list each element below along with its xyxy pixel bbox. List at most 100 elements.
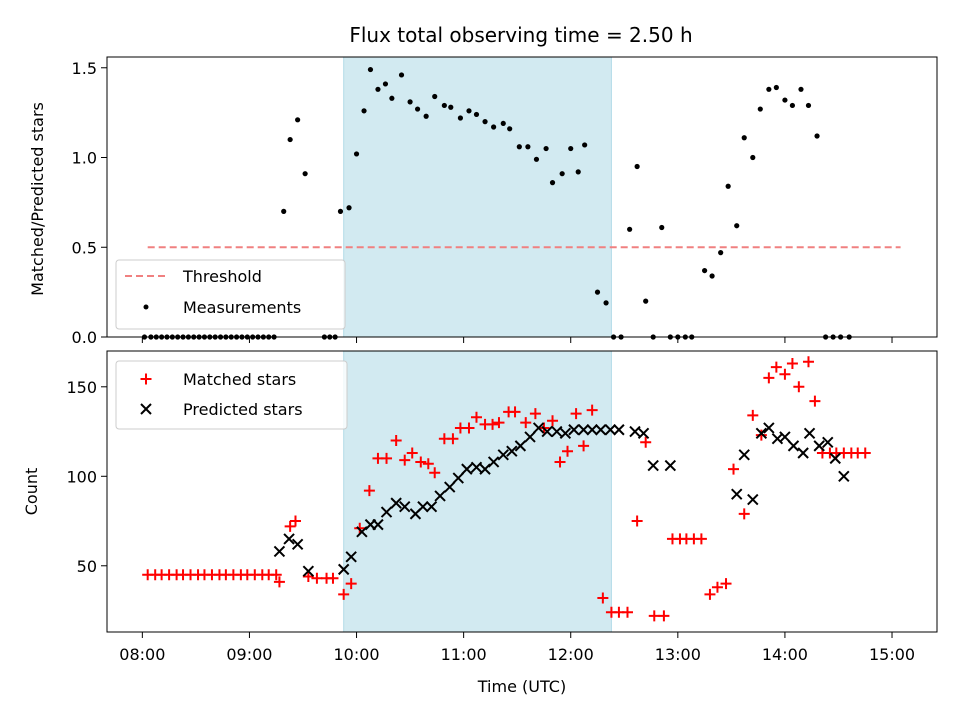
matched-star-marker <box>273 576 285 588</box>
measurement-point <box>643 298 649 304</box>
measurement-point <box>659 224 665 231</box>
predicted-star-marker <box>291 538 304 551</box>
predicted-star-marker <box>390 497 402 509</box>
matched-star-marker <box>747 409 759 421</box>
matched-star-marker <box>302 571 314 583</box>
measurement-point <box>709 273 715 279</box>
predicted-star-marker <box>731 488 743 500</box>
matched-star-marker <box>354 522 366 534</box>
measurement-point <box>568 145 574 152</box>
measurement-point <box>773 84 779 91</box>
measurement-point <box>734 223 740 229</box>
matched-star-marker <box>711 581 723 593</box>
predicted-star-marker <box>797 447 809 459</box>
matched-star-marker <box>755 429 767 441</box>
x-tick-label: 08:00 <box>119 645 165 664</box>
top-y-axis-label: Matched/Predicted stars <box>28 102 47 296</box>
top-axes-frame <box>106 56 938 338</box>
measurement-point <box>407 99 413 105</box>
measurement-point <box>634 163 640 170</box>
predicted-star-marker <box>497 449 509 461</box>
y-tick-label: 1.5 <box>72 59 97 78</box>
predicted-star-marker <box>372 518 384 531</box>
measurement-point <box>398 72 405 78</box>
measurement-point <box>594 289 601 295</box>
predicted-star-marker <box>380 506 393 518</box>
measurement-point <box>559 171 565 177</box>
matched-star-marker <box>415 456 427 468</box>
predicted-star-marker <box>595 424 607 436</box>
predicted-star-marker <box>425 501 438 513</box>
x-tick-label: 12:00 <box>548 645 594 664</box>
bottom-x-ticks: 08:00 09:00 10:00 11:00 12:00 13:00 14:00 15:00 <box>119 632 915 664</box>
matched-star-marker <box>728 463 740 475</box>
predicted-star-marker <box>444 481 456 493</box>
predicted-star-marker <box>637 427 650 440</box>
measurement-point <box>741 135 747 141</box>
measurement-point <box>295 117 301 123</box>
predicted-star-marker <box>302 565 315 577</box>
matched-star-marker <box>284 520 296 532</box>
matched-star-marker <box>631 515 643 527</box>
matched-star-marker <box>399 454 411 466</box>
predicted-star-marker <box>829 452 841 465</box>
measurement-point <box>382 81 389 87</box>
measurement-point <box>533 156 540 162</box>
measurements-legend-label: Measurements <box>183 298 301 317</box>
measurement-point <box>367 66 374 73</box>
predicted-star-marker <box>399 501 411 513</box>
measurement-point <box>805 102 812 109</box>
matched-star-marker <box>802 356 814 368</box>
y-tick-label: 150 <box>66 378 97 397</box>
measurement-points <box>141 66 852 340</box>
matched-star-marker <box>738 508 750 520</box>
measurement-point <box>457 115 464 121</box>
matched-star-marker <box>597 592 609 604</box>
bottom-legend: Matched stars Predicted stars <box>115 360 348 430</box>
predicted-star-marker <box>283 533 295 545</box>
matched-star-marker <box>509 406 521 418</box>
measurement-point <box>757 106 763 112</box>
measurement-point <box>516 144 522 150</box>
measurement-point <box>441 102 447 109</box>
measurement-point <box>782 97 788 103</box>
matched-star-marker <box>763 372 775 384</box>
predicted-star-marker <box>514 440 527 452</box>
matched-star-marker <box>621 606 633 618</box>
predicted-star-marker <box>487 456 500 468</box>
matched-star-marker <box>289 515 301 527</box>
predicted-star-marker <box>779 431 791 443</box>
predicted-legend-swatch <box>140 403 152 415</box>
predicted-star-marker <box>577 424 590 436</box>
matched-star-marker <box>648 610 660 622</box>
y-tick-label: 50 <box>77 557 97 576</box>
predicted-star-marker <box>506 445 518 457</box>
x-tick-label: 09:00 <box>226 645 272 664</box>
x-tick-label: 11:00 <box>441 645 487 664</box>
predicted-star-marker <box>586 424 598 436</box>
matched-star-marker <box>570 408 582 420</box>
predicted-star-marker <box>755 427 768 440</box>
measurement-point <box>725 183 731 189</box>
chart-title: Flux total observing time = 2.50 h <box>349 23 692 47</box>
predicted-star-marker <box>337 563 350 576</box>
matched-star-marker <box>493 417 505 429</box>
matched-star-marker <box>859 447 871 459</box>
y-tick-label: 0.0 <box>72 328 97 347</box>
legend-plus-marker <box>140 373 152 385</box>
matched-legend-label: Matched stars <box>183 370 296 389</box>
measurement-point <box>525 144 531 150</box>
measurement-point <box>549 180 556 186</box>
measurement-point <box>507 126 513 132</box>
predicted-star-marker <box>813 440 825 452</box>
predicted-star-marker <box>524 431 536 443</box>
measurement-point <box>353 151 360 157</box>
predicted-star-marker <box>273 545 286 558</box>
matched-star-marker <box>809 395 821 407</box>
measurement-point <box>766 86 772 92</box>
matched-star-marker <box>470 411 482 423</box>
predicted-star-marker <box>532 422 545 434</box>
measurement-point <box>423 113 429 119</box>
matched-star-marker <box>447 433 459 445</box>
matched-star-marker <box>793 381 805 393</box>
